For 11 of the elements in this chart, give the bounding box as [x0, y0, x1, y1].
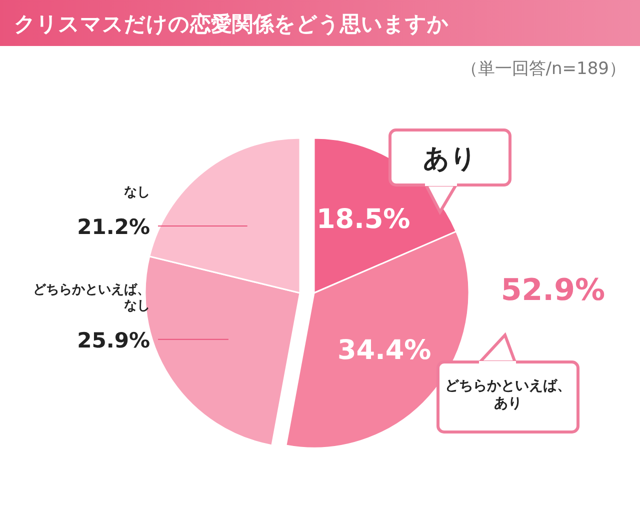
data-label: 25.9%: [77, 328, 150, 352]
text: 52.9%: [500, 273, 605, 308]
chart-subtitle: （単一回答/n=189）: [460, 59, 626, 79]
slice-label: なし: [124, 184, 150, 200]
slice-label: どちらかといえば、なし: [33, 282, 150, 314]
slice-label: あり: [423, 144, 477, 174]
data-label: 34.4%: [338, 334, 432, 366]
chart-title: クリスマスだけの恋愛関係をどう思いますか: [14, 12, 449, 36]
data-label: 21.2%: [77, 214, 150, 239]
data-label: 18.5%: [316, 204, 410, 235]
legend-label: どちらかといえば、あり: [445, 378, 571, 412]
